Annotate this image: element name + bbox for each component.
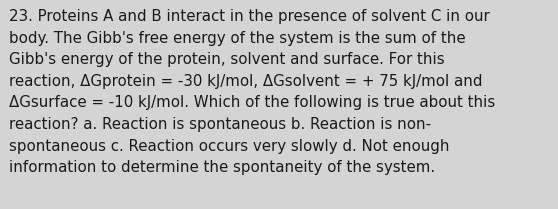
Text: 23. Proteins A and B interact in the presence of solvent C in our
body. The Gibb: 23. Proteins A and B interact in the pre… [9, 9, 496, 175]
